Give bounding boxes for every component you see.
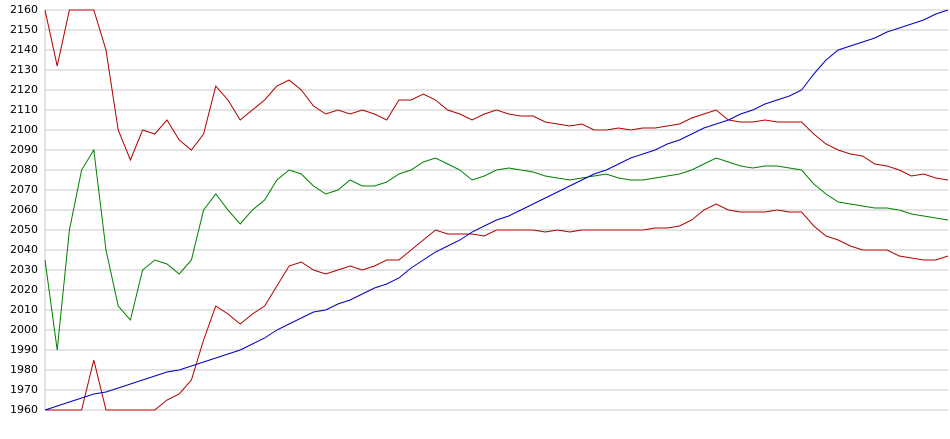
y-tick-label: 2150 [10,23,38,36]
y-tick-label: 2140 [10,43,38,56]
y-tick-label: 2050 [10,223,38,236]
y-tick-label: 2160 [10,3,38,16]
y-tick-label: 2130 [10,63,38,76]
y-tick-label: 2120 [10,83,38,96]
y-tick-label: 1980 [10,363,38,376]
line-series [44,9,949,411]
y-tick-label: 1990 [10,343,38,356]
y-tick-label: 1970 [10,383,38,396]
y-tick-label: 1960 [10,403,38,416]
y-tick-label: 2000 [10,323,38,336]
y-tick-label: 2060 [10,203,38,216]
y-tick-label: 2030 [10,263,38,276]
y-tick-label: 2110 [10,103,38,116]
line-series [44,148,949,351]
y-tick-label: 2010 [10,303,38,316]
line-series [45,203,949,411]
y-tick-label: 2020 [10,283,38,296]
y-tick-label: 2100 [10,123,38,136]
line-series [44,9,949,181]
y-tick-label: 2090 [10,143,38,156]
y-tick-label: 2040 [10,243,38,256]
y-tick-label: 2070 [10,183,38,196]
y-tick-label: 2080 [10,163,38,176]
